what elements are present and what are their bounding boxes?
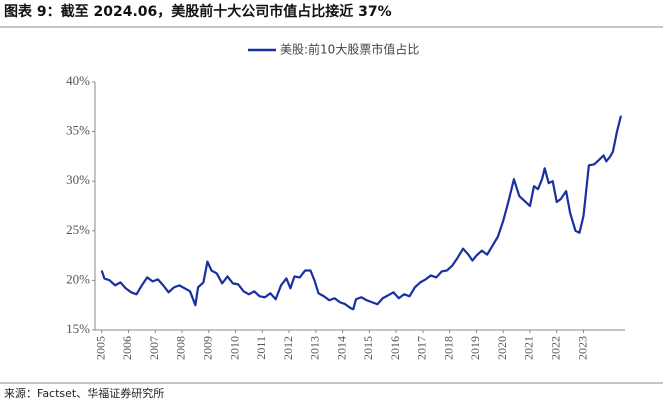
x-tick-label: 2021 — [522, 336, 536, 360]
x-tick-label: 2007 — [147, 336, 161, 360]
x-tick-label: 2016 — [388, 336, 402, 360]
x-tick-label: 2010 — [227, 336, 241, 360]
y-tick-label: 30% — [66, 172, 90, 187]
chart-title: 图表 9：截至 2024.06，美股前十大公司市值占比接近 37% — [4, 3, 392, 20]
x-tick-label: 2019 — [468, 336, 482, 360]
y-tick-label: 25% — [66, 222, 90, 237]
y-tick-label: 40% — [66, 73, 90, 88]
x-tick-label: 2018 — [441, 336, 455, 360]
y-tick-label: 20% — [66, 271, 90, 286]
source: 来源：Factset、华福证券研究所 — [4, 386, 164, 400]
x-tick-label: 2023 — [575, 336, 589, 360]
x-tick-label: 2013 — [308, 336, 322, 360]
x-tick-label: 2006 — [120, 336, 134, 360]
data-line — [100, 115, 623, 311]
x-tick-label: 2009 — [201, 336, 215, 360]
x-tick-label: 2012 — [281, 336, 295, 360]
x-tick-label: 2008 — [174, 336, 188, 360]
x-tick-label: 2011 — [254, 336, 268, 360]
y-tick-label: 15% — [66, 321, 90, 336]
legend-label: 美股:前10大股票市值占比 — [280, 42, 419, 57]
x-tick-label: 2017 — [415, 336, 429, 360]
x-tick-label: 2014 — [334, 336, 348, 360]
x-tick-label: 2005 — [93, 336, 107, 360]
x-tick-label: 2020 — [495, 336, 509, 360]
x-tick-label: 2015 — [361, 336, 375, 360]
y-tick-label: 35% — [66, 123, 90, 138]
x-tick-label: 2022 — [548, 336, 562, 360]
